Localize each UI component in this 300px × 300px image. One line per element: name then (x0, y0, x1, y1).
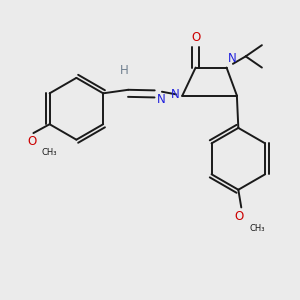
Text: O: O (191, 31, 200, 44)
Text: O: O (27, 134, 37, 148)
Text: N: N (157, 93, 166, 106)
Text: O: O (234, 210, 244, 224)
Text: N: N (171, 88, 180, 100)
Text: H: H (119, 64, 128, 77)
Text: CH₃: CH₃ (42, 148, 57, 158)
Text: N: N (228, 52, 237, 65)
Text: CH₃: CH₃ (250, 224, 265, 232)
